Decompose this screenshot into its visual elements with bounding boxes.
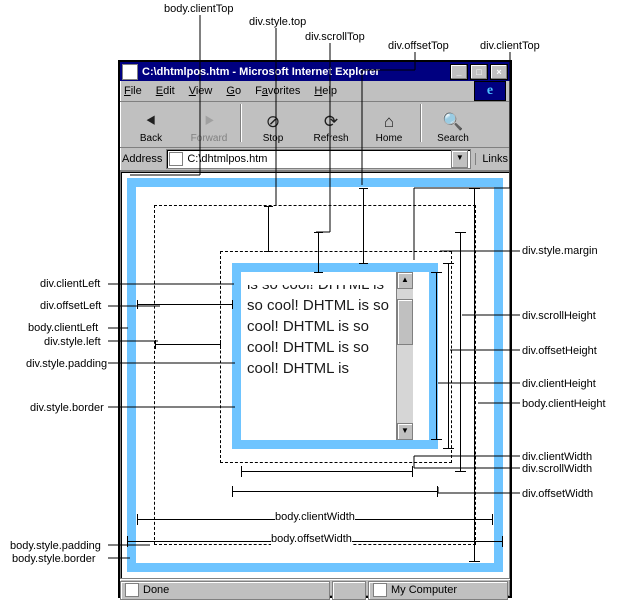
label-body-clienttop: body.clientTop	[164, 3, 234, 15]
dim-div-offsettop	[359, 188, 369, 264]
dim-label: body.clientWidth	[275, 511, 355, 523]
document-icon	[169, 152, 183, 166]
toolbar-separator	[420, 104, 422, 142]
home-label: Home	[376, 133, 403, 144]
vertical-scrollbar[interactable]: ▲ ▼	[396, 272, 413, 440]
div-text: is so cool! DHTML is so cool! DHTML is s…	[241, 272, 396, 440]
label-body-style-padding: body.style.padding	[10, 540, 101, 552]
label-div-offsetleft: div.offsetLeft	[40, 300, 101, 312]
links-button[interactable]: Links	[475, 153, 508, 165]
ie-window: C:\dhtmlpos.htm - Microsoft Internet Exp…	[118, 60, 512, 598]
address-label: Address	[122, 153, 162, 165]
computer-icon	[373, 583, 387, 597]
address-value: C:\dhtmlpos.htm	[187, 153, 267, 165]
minimize-button[interactable]: _	[450, 64, 468, 80]
dim-body-offsetwidth: body.offsetWidth	[127, 534, 503, 550]
label-body-style-border: body.style.border	[12, 553, 96, 565]
refresh-button[interactable]: ⟳ Refresh	[302, 104, 360, 144]
label-div-style-margin: div.style.margin	[522, 245, 598, 257]
label-body-clientheight: body.clientHeight	[522, 398, 606, 410]
document-icon	[122, 64, 138, 80]
label-div-scrollwidth: div.scrollWidth	[522, 463, 592, 475]
menu-edit[interactable]: Edit	[156, 85, 175, 97]
search-label: Search	[437, 133, 469, 144]
title-bar[interactable]: C:\dhtmlpos.htm - Microsoft Internet Exp…	[120, 62, 510, 81]
maximize-button[interactable]: □	[470, 64, 488, 80]
label-body-clientleft: body.clientLeft	[28, 322, 98, 334]
dim-div-offsetleft	[137, 300, 233, 310]
address-field[interactable]: C:\dhtmlpos.htm ▼	[166, 149, 471, 169]
stop-label: Stop	[263, 133, 284, 144]
label-div-offsettop: div.offsetTop	[388, 40, 449, 52]
label-div-style-left: div.style.left	[44, 336, 101, 348]
label-div-clienttop: div.clientTop	[480, 40, 540, 52]
menu-favorites[interactable]: Favorites	[255, 85, 300, 97]
arrow-right-icon: ⯈	[202, 113, 216, 133]
status-done-label: Done	[143, 584, 169, 596]
document-icon	[125, 583, 139, 597]
status-zone-label: My Computer	[391, 584, 457, 596]
forward-button[interactable]: ⯈ Forward	[180, 104, 238, 144]
dim-body-clientheight	[469, 188, 481, 562]
label-div-style-border: div.style.border	[30, 402, 104, 414]
window-title: C:\dhtmlpos.htm - Microsoft Internet Exp…	[142, 66, 448, 78]
scroll-thumb[interactable]	[397, 299, 413, 345]
browser-viewport: is so cool! DHTML is so cool! DHTML is s…	[120, 171, 510, 579]
refresh-label: Refresh	[313, 133, 348, 144]
label-div-offsetheight: div.offsetHeight	[522, 345, 597, 357]
dim-div-scrolltop	[314, 232, 324, 273]
refresh-icon: ⟳	[324, 113, 338, 133]
close-button[interactable]: ×	[490, 64, 508, 80]
menu-go[interactable]: Go	[226, 85, 241, 97]
dim-div-style-left	[155, 340, 221, 350]
stop-button[interactable]: ⊘ Stop	[244, 104, 302, 144]
label-div-clientleft: div.clientLeft	[40, 278, 100, 290]
stop-icon: ⊘	[266, 113, 280, 133]
status-empty-pane	[332, 581, 366, 600]
div-content-area: is so cool! DHTML is so cool! DHTML is s…	[241, 272, 413, 440]
search-button[interactable]: 🔍 Search	[424, 104, 482, 144]
toolbar: ⯇ Back ⯈ Forward ⊘ Stop ⟳ Refresh ⌂ Home…	[120, 102, 510, 148]
status-zone-pane: My Computer	[368, 581, 508, 600]
dim-label: body.offsetWidth	[271, 533, 352, 545]
back-label: Back	[140, 133, 162, 144]
menu-view[interactable]: View	[189, 85, 213, 97]
dim-div-offsetheight	[443, 263, 455, 449]
label-div-clientheight: div.clientHeight	[522, 378, 596, 390]
dropdown-icon[interactable]: ▼	[451, 150, 468, 168]
scroll-down-icon[interactable]: ▼	[397, 423, 413, 440]
dim-div-offsetwidth	[232, 486, 438, 498]
address-bar: Address C:\dhtmlpos.htm ▼ Links	[120, 148, 510, 171]
menu-help[interactable]: Help	[314, 85, 337, 97]
label-div-style-padding: div.style.padding	[26, 358, 107, 370]
back-button[interactable]: ⯇ Back	[122, 104, 180, 144]
search-icon: 🔍	[442, 113, 463, 133]
label-div-scrolltop: div.scrollTop	[305, 31, 365, 43]
dim-div-clientwidth	[241, 466, 413, 478]
dim-div-style-top	[264, 206, 274, 252]
home-icon: ⌂	[384, 113, 394, 133]
dim-body-clientwidth: body.clientWidth	[137, 512, 493, 528]
dim-div-clientheight	[431, 272, 443, 440]
toolbar-separator	[240, 104, 242, 142]
menu-bar: File Edit View Go Favorites Help e	[120, 81, 510, 102]
dim-div-scrollheight	[455, 232, 467, 472]
ie-logo-icon: e	[474, 81, 506, 101]
menu-file[interactable]: File	[124, 85, 142, 97]
status-bar: Done My Computer	[120, 579, 510, 600]
home-button[interactable]: ⌂ Home	[360, 104, 418, 144]
forward-label: Forward	[191, 133, 228, 144]
scroll-up-icon[interactable]: ▲	[397, 272, 413, 289]
label-div-clientwidth: div.clientWidth	[522, 451, 592, 463]
label-div-scrollheight: div.scrollHeight	[522, 310, 596, 322]
label-div-offsetwidth: div.offsetWidth	[522, 488, 593, 500]
scroll-track[interactable]	[397, 289, 413, 423]
label-div-style-top: div.style.top	[249, 16, 306, 28]
arrow-left-icon: ⯇	[144, 113, 158, 133]
status-done-pane: Done	[120, 581, 330, 600]
